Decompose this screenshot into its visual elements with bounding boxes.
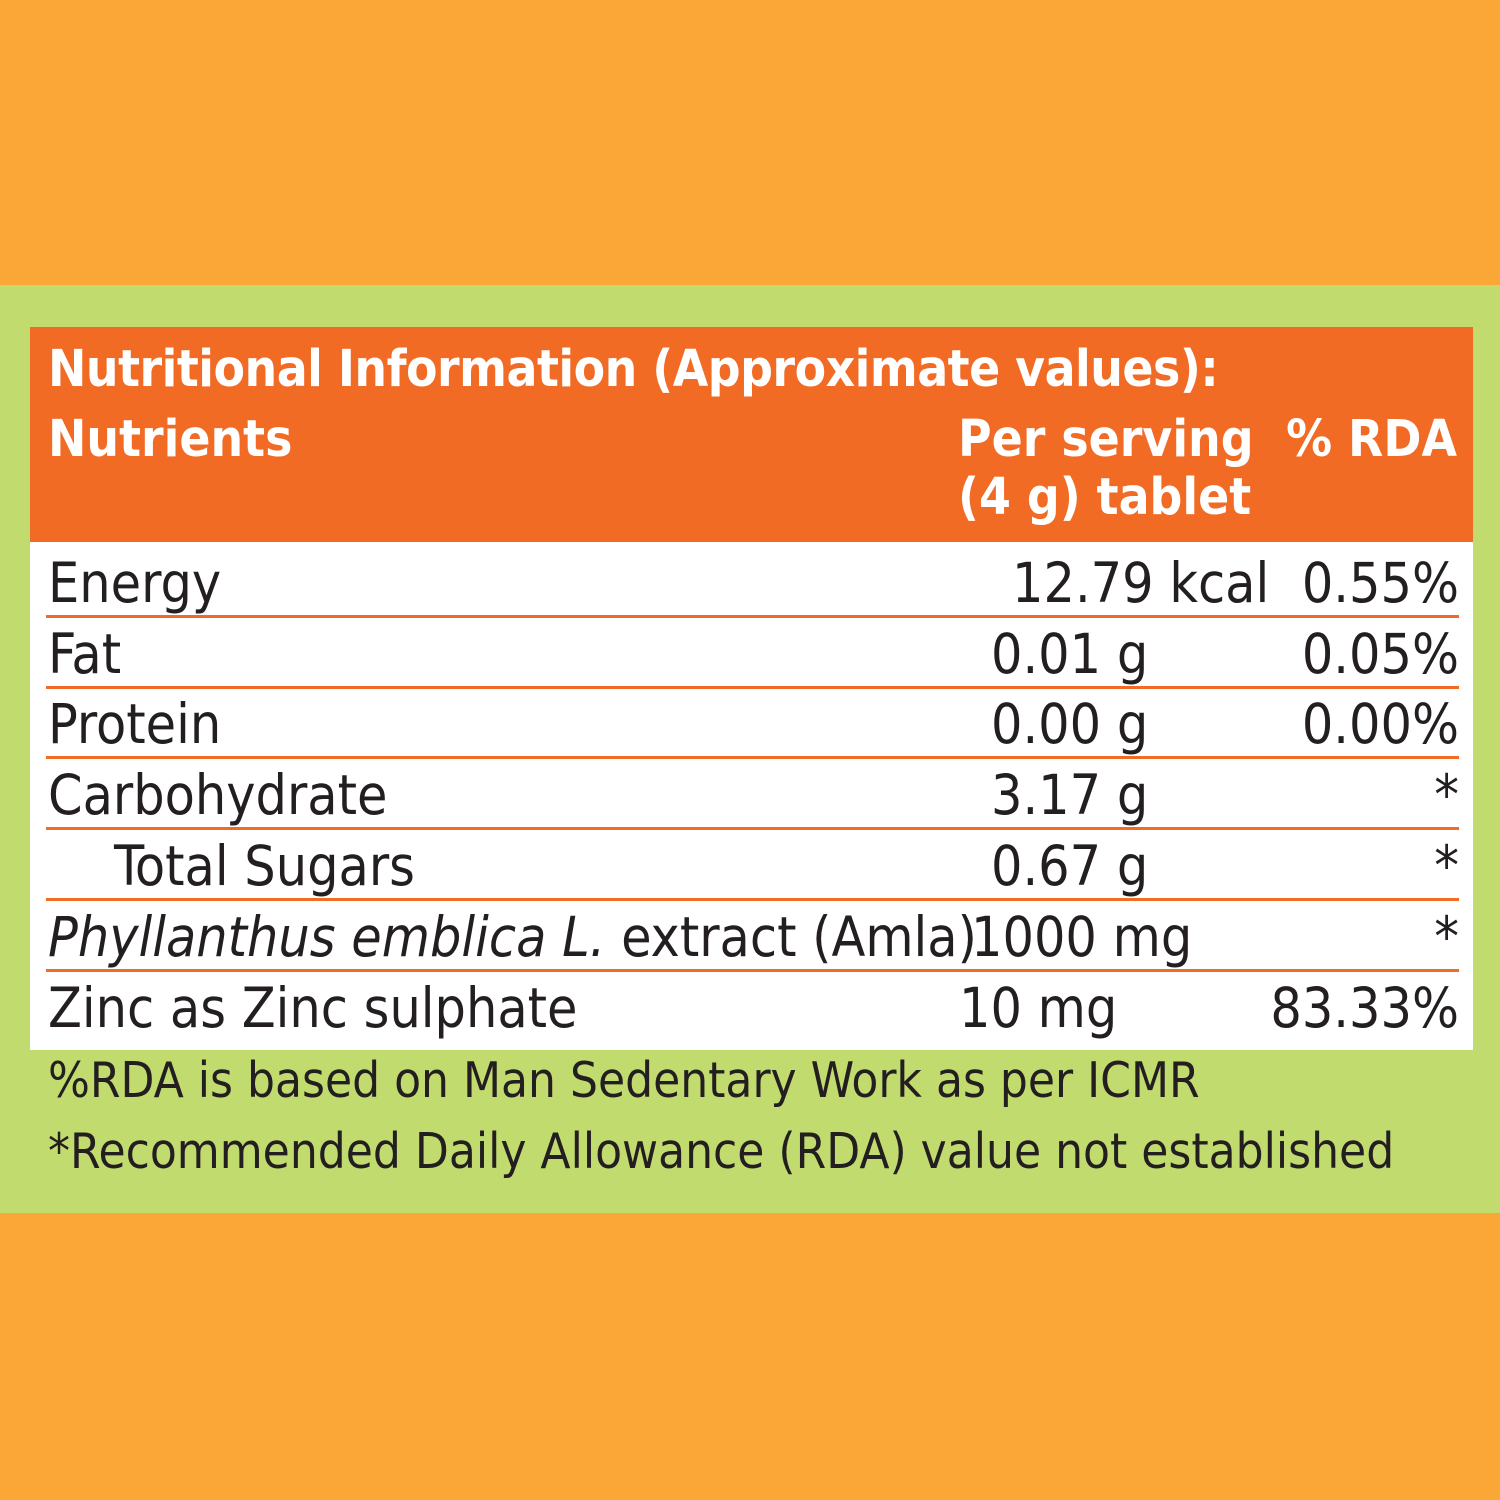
row-divider [46, 756, 1459, 759]
nutrient-rda: 83.33% [1270, 976, 1459, 1040]
nutrient-amount: 12.79 kcal [1012, 551, 1270, 615]
column-header-rda: % RDA [1286, 410, 1457, 469]
nutrient-rda: 0.55% [1301, 551, 1459, 615]
row-divider [46, 827, 1459, 830]
nutrient-amount: 0.00 g [991, 692, 1149, 756]
nutrient-rda: 0.05% [1301, 622, 1459, 686]
nutrient-rda: 0.00% [1301, 692, 1459, 756]
nutrition-table: Energy 12.79 kcal 0.55% Fat 0.01 g 0.05%… [30, 542, 1473, 1050]
table-row-carbohydrate: Carbohydrate 3.17 g * [46, 760, 1459, 830]
nutrient-rda: * [1434, 763, 1459, 827]
row-divider [46, 686, 1459, 689]
panel-title: Nutritional Information (Approximate val… [48, 340, 1219, 399]
table-row-energy: Energy 12.79 kcal 0.55% [46, 548, 1459, 618]
nutrient-name: Zinc as Zinc sulphate [48, 976, 578, 1040]
nutrient-amount: 1000 mg [971, 905, 1193, 969]
per-serving-line-2: (4 g) tablet [958, 468, 1252, 527]
nutrient-amount: 0.01 g [991, 622, 1149, 686]
nutrient-amount: 3.17 g [991, 763, 1149, 827]
per-serving-line-1: Per serving [958, 410, 1254, 469]
table-row-zinc: Zinc as Zinc sulphate 10 mg 83.33% [46, 973, 1459, 1043]
nutrient-name: Carbohydrate [48, 763, 388, 827]
extract-label: extract (Amla) [605, 905, 977, 969]
nutrient-name: Energy [48, 551, 222, 615]
row-divider [46, 969, 1459, 972]
nutrient-amount: 0.67 g [991, 834, 1149, 898]
nutrient-rda: * [1434, 905, 1459, 969]
table-row-protein: Protein 0.00 g 0.00% [46, 689, 1459, 759]
nutrient-rda: * [1434, 834, 1459, 898]
footnote-rda-not-established: *Recommended Daily Allowance (RDA) value… [48, 1123, 1395, 1180]
nutrient-name: Fat [48, 622, 122, 686]
nutrient-name: Total Sugars [114, 834, 415, 898]
row-divider [46, 898, 1459, 901]
table-row-amla-extract: Phyllanthus emblica L. extract (Amla) 10… [46, 902, 1459, 972]
nutrient-name: Phyllanthus emblica L. extract (Amla) [48, 902, 977, 972]
nutrient-amount: 10 mg [959, 976, 1118, 1040]
column-header-per-serving: Per serving (4 g) tablet [958, 411, 1254, 527]
table-header: Nutritional Information (Approximate val… [30, 327, 1473, 542]
nutrient-name: Protein [48, 692, 222, 756]
table-row-total-sugars: Total Sugars 0.67 g * [46, 831, 1459, 901]
footnote-rda-basis: %RDA is based on Man Sedentary Work as p… [48, 1052, 1200, 1109]
column-header-nutrients: Nutrients [48, 410, 293, 469]
table-row-fat: Fat 0.01 g 0.05% [46, 619, 1459, 689]
row-divider [46, 615, 1459, 618]
botanical-name: Phyllanthus emblica L. [48, 905, 606, 969]
